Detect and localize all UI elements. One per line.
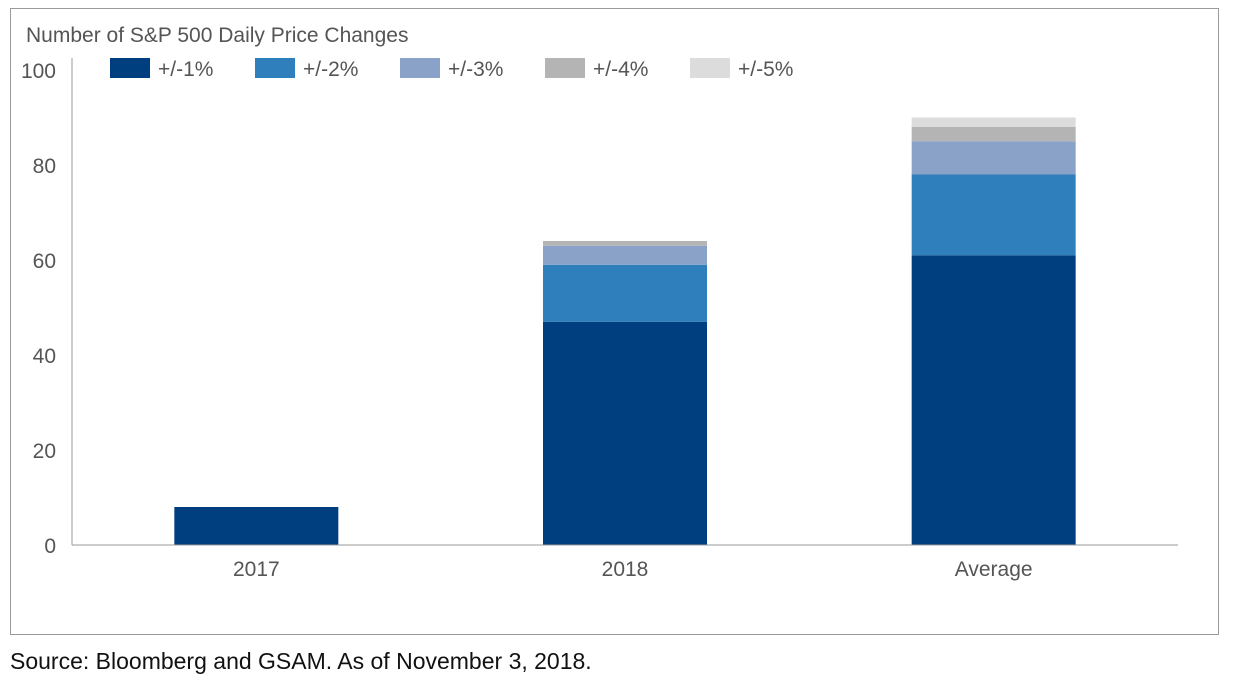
source-note: Source: Bloomberg and GSAM. As of Novemb… [10,648,592,674]
x-tick-label: 2017 [233,558,280,581]
legend-swatch [255,58,295,78]
legend-swatch [690,58,730,78]
bar-segment [543,264,707,322]
chart-title: Number of S&P 500 Daily Price Changes [26,24,408,47]
x-axis: 2017 2018 Average [72,544,1178,581]
legend-swatch [400,58,440,78]
legend-label: +/-4% [593,58,648,81]
legend-label: +/-2% [303,58,358,81]
y-tick-label: 100 [21,60,56,83]
legend: +/-1% +/-2% +/-3% +/-4% +/-5% [110,58,793,81]
stacked-bar-chart: Number of S&P 500 Daily Price Changes 02… [21,24,1178,581]
bar-segment [911,127,1076,142]
y-tick-label: 20 [33,440,56,463]
legend-label: +/-3% [448,58,503,81]
bar-segment [911,174,1076,256]
y-tick-label: 40 [33,345,56,368]
bar-segment [911,117,1076,127]
bars [174,117,1076,545]
y-tick-label: 60 [33,250,56,273]
y-tick-label: 0 [44,535,56,558]
chart-frame [10,8,1219,635]
bar-segment [911,255,1076,545]
legend-label: +/-5% [738,58,793,81]
x-tick-label: Average [955,558,1033,581]
y-axis: 0 20 40 60 80 100 [21,58,73,558]
bar-segment [174,507,339,545]
bar-segment [911,141,1076,175]
legend-swatch [110,58,150,78]
bar-segment [543,245,707,265]
legend-swatch [545,58,585,78]
x-tick-label: 2018 [602,558,649,581]
legend-label: +/-1% [158,58,213,81]
bar-segment [543,241,707,246]
bar-segment [543,321,707,545]
y-tick-label: 80 [33,155,56,178]
